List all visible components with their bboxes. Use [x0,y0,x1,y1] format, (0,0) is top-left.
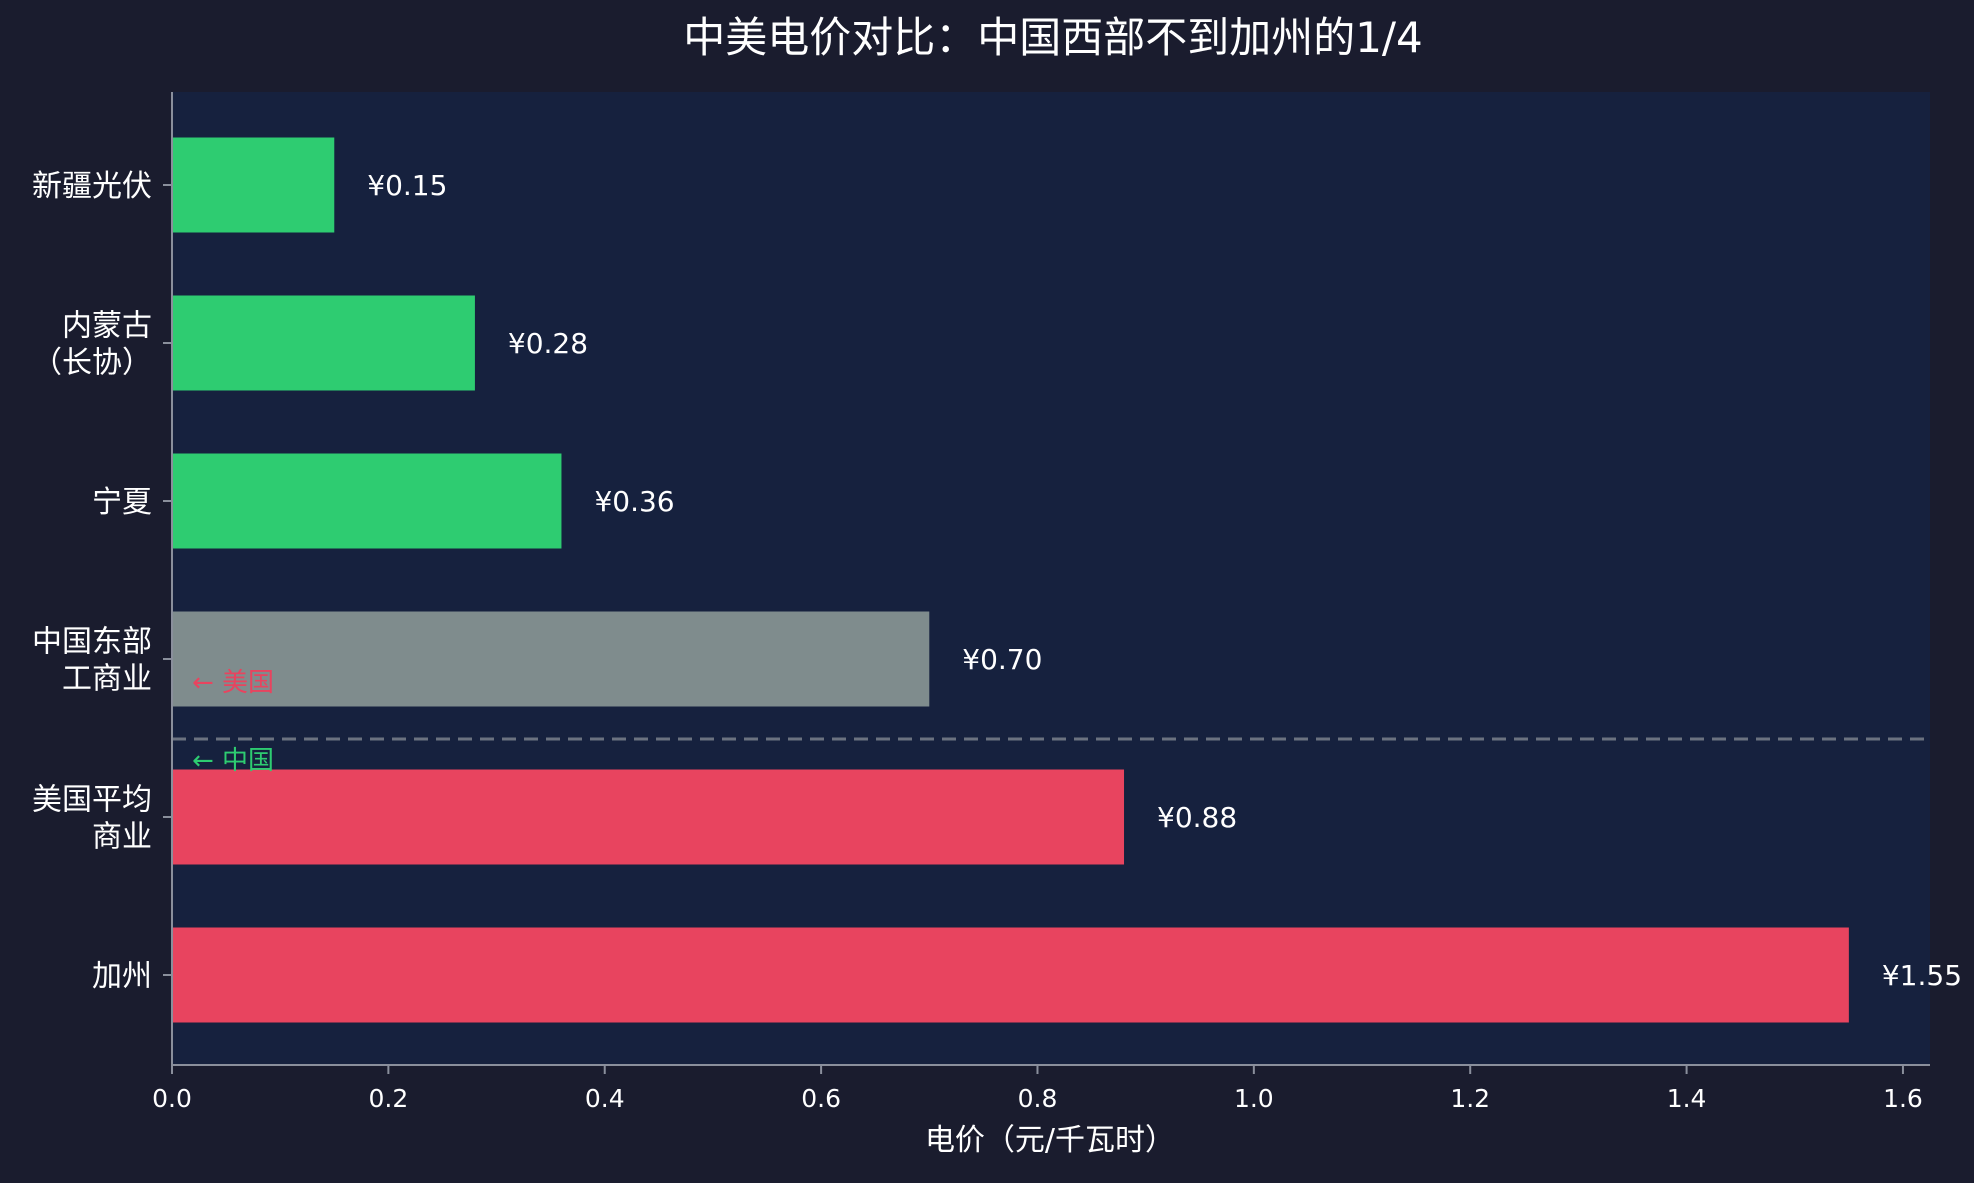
y-tick-label: 内蒙古 [62,309,152,344]
bar [172,137,335,233]
x-axis-label: 电价（元/千瓦时） [925,1123,1175,1158]
divider-label-below: ← 中国 [192,746,274,776]
x-tick-label: 0.8 [1018,1084,1058,1113]
y-tick-label: 中国东部 [32,625,152,660]
x-tick-label: 0.4 [585,1084,625,1113]
value-label: ¥0.88 [1157,801,1237,834]
bars-layer: ¥0.15 ¥0.28 ¥0.36 ¥0.70 ¥0.88 ¥1.55 [172,137,1962,1023]
bar [172,453,562,549]
bar [172,611,930,707]
divider-label-above: ← 美国 [192,668,274,698]
x-tick-label: 1.2 [1450,1084,1490,1113]
value-label: ¥0.15 [367,169,447,202]
x-tick-label: 0.2 [368,1084,408,1113]
y-tick-label: 加州 [92,959,152,994]
y-tick-label: 宁夏 [92,485,152,520]
value-label: ¥0.36 [594,485,674,518]
x-tick-label: 1.6 [1883,1084,1923,1113]
bar [172,927,1849,1023]
country-divider: ← 美国 ← 中国 [172,668,1930,776]
x-tick-label: 1.0 [1234,1084,1274,1113]
x-tick-label: 1.4 [1667,1084,1707,1113]
x-tick-label: 0.6 [801,1084,841,1113]
bar [172,295,475,391]
y-tick-label: 商业 [92,820,152,855]
value-label: ¥0.28 [508,327,588,360]
chart-title: 中美电价对比：中国西部不到加州的1/4 [683,13,1423,62]
y-tick-label: 美国平均 [32,783,152,818]
x-tick-label: 0.0 [152,1084,192,1113]
value-label: ¥0.70 [962,643,1042,676]
y-tick-label: 新疆光伏 [32,169,152,204]
y-tick-label: 工商业 [62,662,152,697]
value-label: ¥1.55 [1882,959,1962,992]
bar [172,769,1125,865]
y-tick-label: （长协） [32,346,152,381]
plot-area [172,92,1930,1065]
